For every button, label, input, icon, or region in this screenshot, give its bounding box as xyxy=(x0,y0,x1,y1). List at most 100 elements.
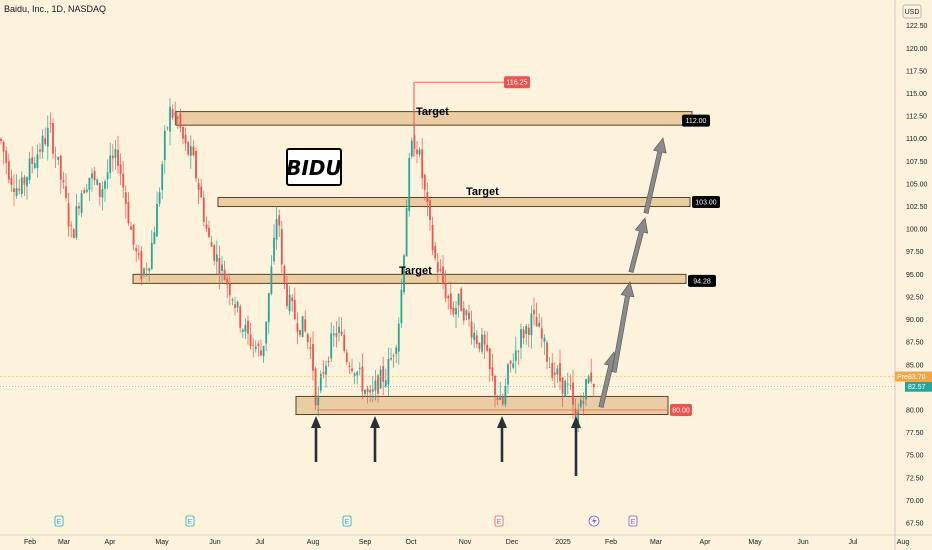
candle-body xyxy=(325,365,327,375)
candle-body xyxy=(319,373,322,391)
candle-body xyxy=(364,390,366,395)
candle-body xyxy=(98,183,101,197)
candle-body xyxy=(127,202,130,224)
candle-body xyxy=(509,360,512,364)
x-tick-label: Jul xyxy=(256,539,265,546)
candle-body xyxy=(507,364,509,385)
candle-body xyxy=(351,368,353,372)
candle-body xyxy=(366,388,369,393)
last-price-tag xyxy=(905,381,932,392)
price-zone[interactable] xyxy=(295,395,669,415)
y-tick-label: 112.50 xyxy=(906,114,927,121)
price-zone[interactable] xyxy=(217,196,691,208)
price-zone[interactable] xyxy=(132,273,687,284)
x-tick-label: Feb xyxy=(24,539,36,546)
candle-body xyxy=(252,344,255,346)
candle-body xyxy=(111,155,114,159)
candle-body xyxy=(455,307,457,315)
candle-body xyxy=(361,366,364,392)
candle-body xyxy=(67,203,70,227)
candle-body xyxy=(478,342,481,350)
earnings-icon xyxy=(494,515,504,527)
candle-body xyxy=(468,312,470,320)
chart-title: Baidu, Inc., 1D, NASDAQ xyxy=(4,4,107,14)
y-tick-label: 102.50 xyxy=(906,204,928,211)
candle-body xyxy=(26,177,28,187)
candle-body xyxy=(309,347,312,349)
pre-price-tag xyxy=(895,371,932,382)
candle-body xyxy=(20,177,23,195)
candle-body xyxy=(382,366,385,382)
logo-box xyxy=(286,148,342,186)
candle-body xyxy=(239,306,242,328)
candle-body xyxy=(62,180,65,183)
candle-body xyxy=(10,177,13,185)
candle-body xyxy=(400,289,403,324)
x-tick-label: Jun xyxy=(797,539,808,546)
candle-body xyxy=(452,307,455,315)
candle-body xyxy=(577,411,580,425)
candle-body xyxy=(132,224,135,245)
target-label: Target xyxy=(466,186,499,198)
candle-body xyxy=(260,350,262,356)
candle-body xyxy=(228,283,231,296)
candle-body xyxy=(499,395,502,400)
candle-body xyxy=(223,269,226,280)
candle-body xyxy=(527,327,530,335)
candle-body xyxy=(13,188,15,192)
candle-body xyxy=(156,203,158,237)
candle-body xyxy=(566,383,569,385)
candle-body xyxy=(189,146,192,156)
candle-body xyxy=(338,326,340,334)
candle-body xyxy=(213,245,216,261)
earnings-icon xyxy=(628,515,638,527)
candle-body xyxy=(5,150,8,164)
candle-body xyxy=(44,138,47,145)
candle-body xyxy=(171,109,174,118)
price-tag-value: 103.00 xyxy=(695,200,717,207)
candle-body xyxy=(533,309,535,315)
earnings-label: E xyxy=(57,519,62,526)
price-tag xyxy=(692,196,720,209)
candle-body xyxy=(93,170,96,181)
candle-body xyxy=(384,380,387,387)
candle-body xyxy=(408,158,411,211)
candle-body xyxy=(439,269,442,271)
earnings-icon xyxy=(185,515,195,527)
candle-body xyxy=(184,135,187,144)
candle-body xyxy=(197,183,200,190)
candle-body xyxy=(312,344,314,371)
candle-body xyxy=(410,140,413,157)
candle-body xyxy=(556,368,559,375)
candle-body xyxy=(192,146,195,156)
candle-body xyxy=(462,308,465,321)
price-tag xyxy=(504,76,530,89)
candle-body xyxy=(538,322,541,327)
candle-body xyxy=(231,299,234,301)
y-tick-label: 90.00 xyxy=(906,317,924,324)
candle-body xyxy=(91,173,93,179)
price-tag-value: 94.28 xyxy=(693,278,711,285)
x-tick-label: Oct xyxy=(406,539,417,546)
candle-body xyxy=(158,192,161,204)
earnings-label: E xyxy=(631,519,636,526)
earnings-label: E xyxy=(497,519,502,526)
y-tick-label: 120.00 xyxy=(906,46,928,53)
candle-body xyxy=(590,372,593,382)
candle-body xyxy=(195,151,197,179)
candle-body xyxy=(124,192,127,204)
candle-body xyxy=(150,242,153,269)
candle-body xyxy=(262,345,265,357)
y-tick-label: 115.00 xyxy=(906,91,927,98)
candle-body xyxy=(301,316,304,337)
x-tick-label: 2025 xyxy=(555,539,571,546)
candle-body xyxy=(317,395,320,406)
candle-body xyxy=(470,321,473,338)
target-label: Target xyxy=(399,265,432,277)
candle-body xyxy=(449,293,452,309)
candle-body xyxy=(481,334,483,352)
candle-body xyxy=(254,346,257,350)
candle-body xyxy=(335,333,338,337)
candle-body xyxy=(122,173,125,188)
